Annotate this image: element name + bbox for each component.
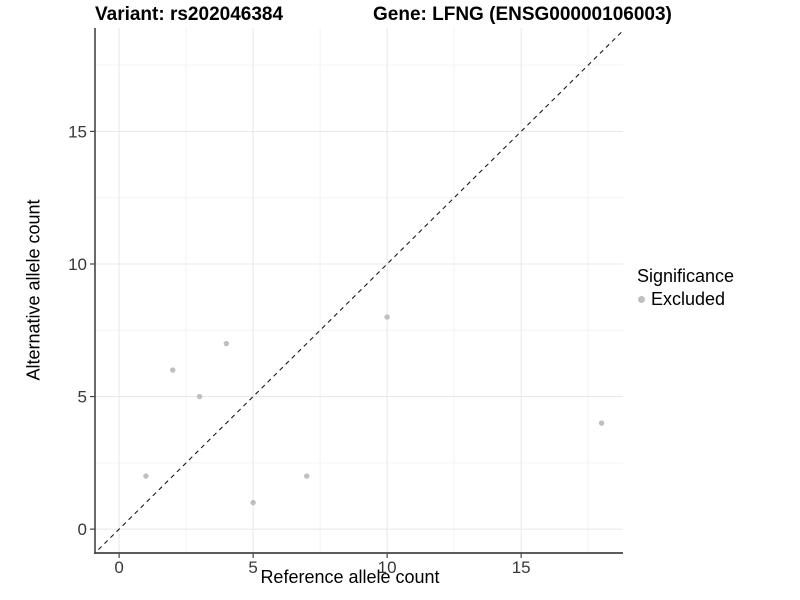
data-point bbox=[196, 393, 203, 400]
legend-point-icon bbox=[638, 295, 645, 303]
x-axis-label: Reference allele count bbox=[260, 567, 440, 587]
x-tick-label: 5 bbox=[248, 558, 257, 577]
data-point bbox=[143, 473, 149, 479]
legend-item-excluded: Excluded bbox=[638, 289, 734, 309]
x-tick-label: 0 bbox=[114, 558, 123, 577]
legend-item-label: Excluded bbox=[651, 289, 726, 309]
y-tick-label: 10 bbox=[68, 255, 87, 274]
legend-title: Significance bbox=[637, 266, 735, 286]
y-axis-label: Alternative allele count bbox=[23, 199, 44, 381]
data-point bbox=[598, 420, 605, 426]
x-tick-label: 10 bbox=[378, 558, 397, 577]
identity-line bbox=[95, 29, 623, 553]
plot-title-gene: Gene: LFNG (ENSG00000106003) bbox=[373, 4, 672, 25]
data-point bbox=[223, 340, 230, 347]
plot-title-variant: Variant: rs202046384 bbox=[95, 4, 284, 25]
data-point bbox=[250, 499, 256, 506]
y-tick-label: 0 bbox=[78, 520, 87, 539]
data-point bbox=[304, 473, 310, 479]
y-tick-label: 5 bbox=[78, 388, 87, 407]
x-tick-label: 15 bbox=[512, 558, 531, 577]
data-point bbox=[384, 314, 390, 320]
y-tick-label: 15 bbox=[68, 122, 87, 141]
data-point bbox=[170, 367, 176, 373]
legend: Significance Excluded bbox=[637, 265, 734, 309]
